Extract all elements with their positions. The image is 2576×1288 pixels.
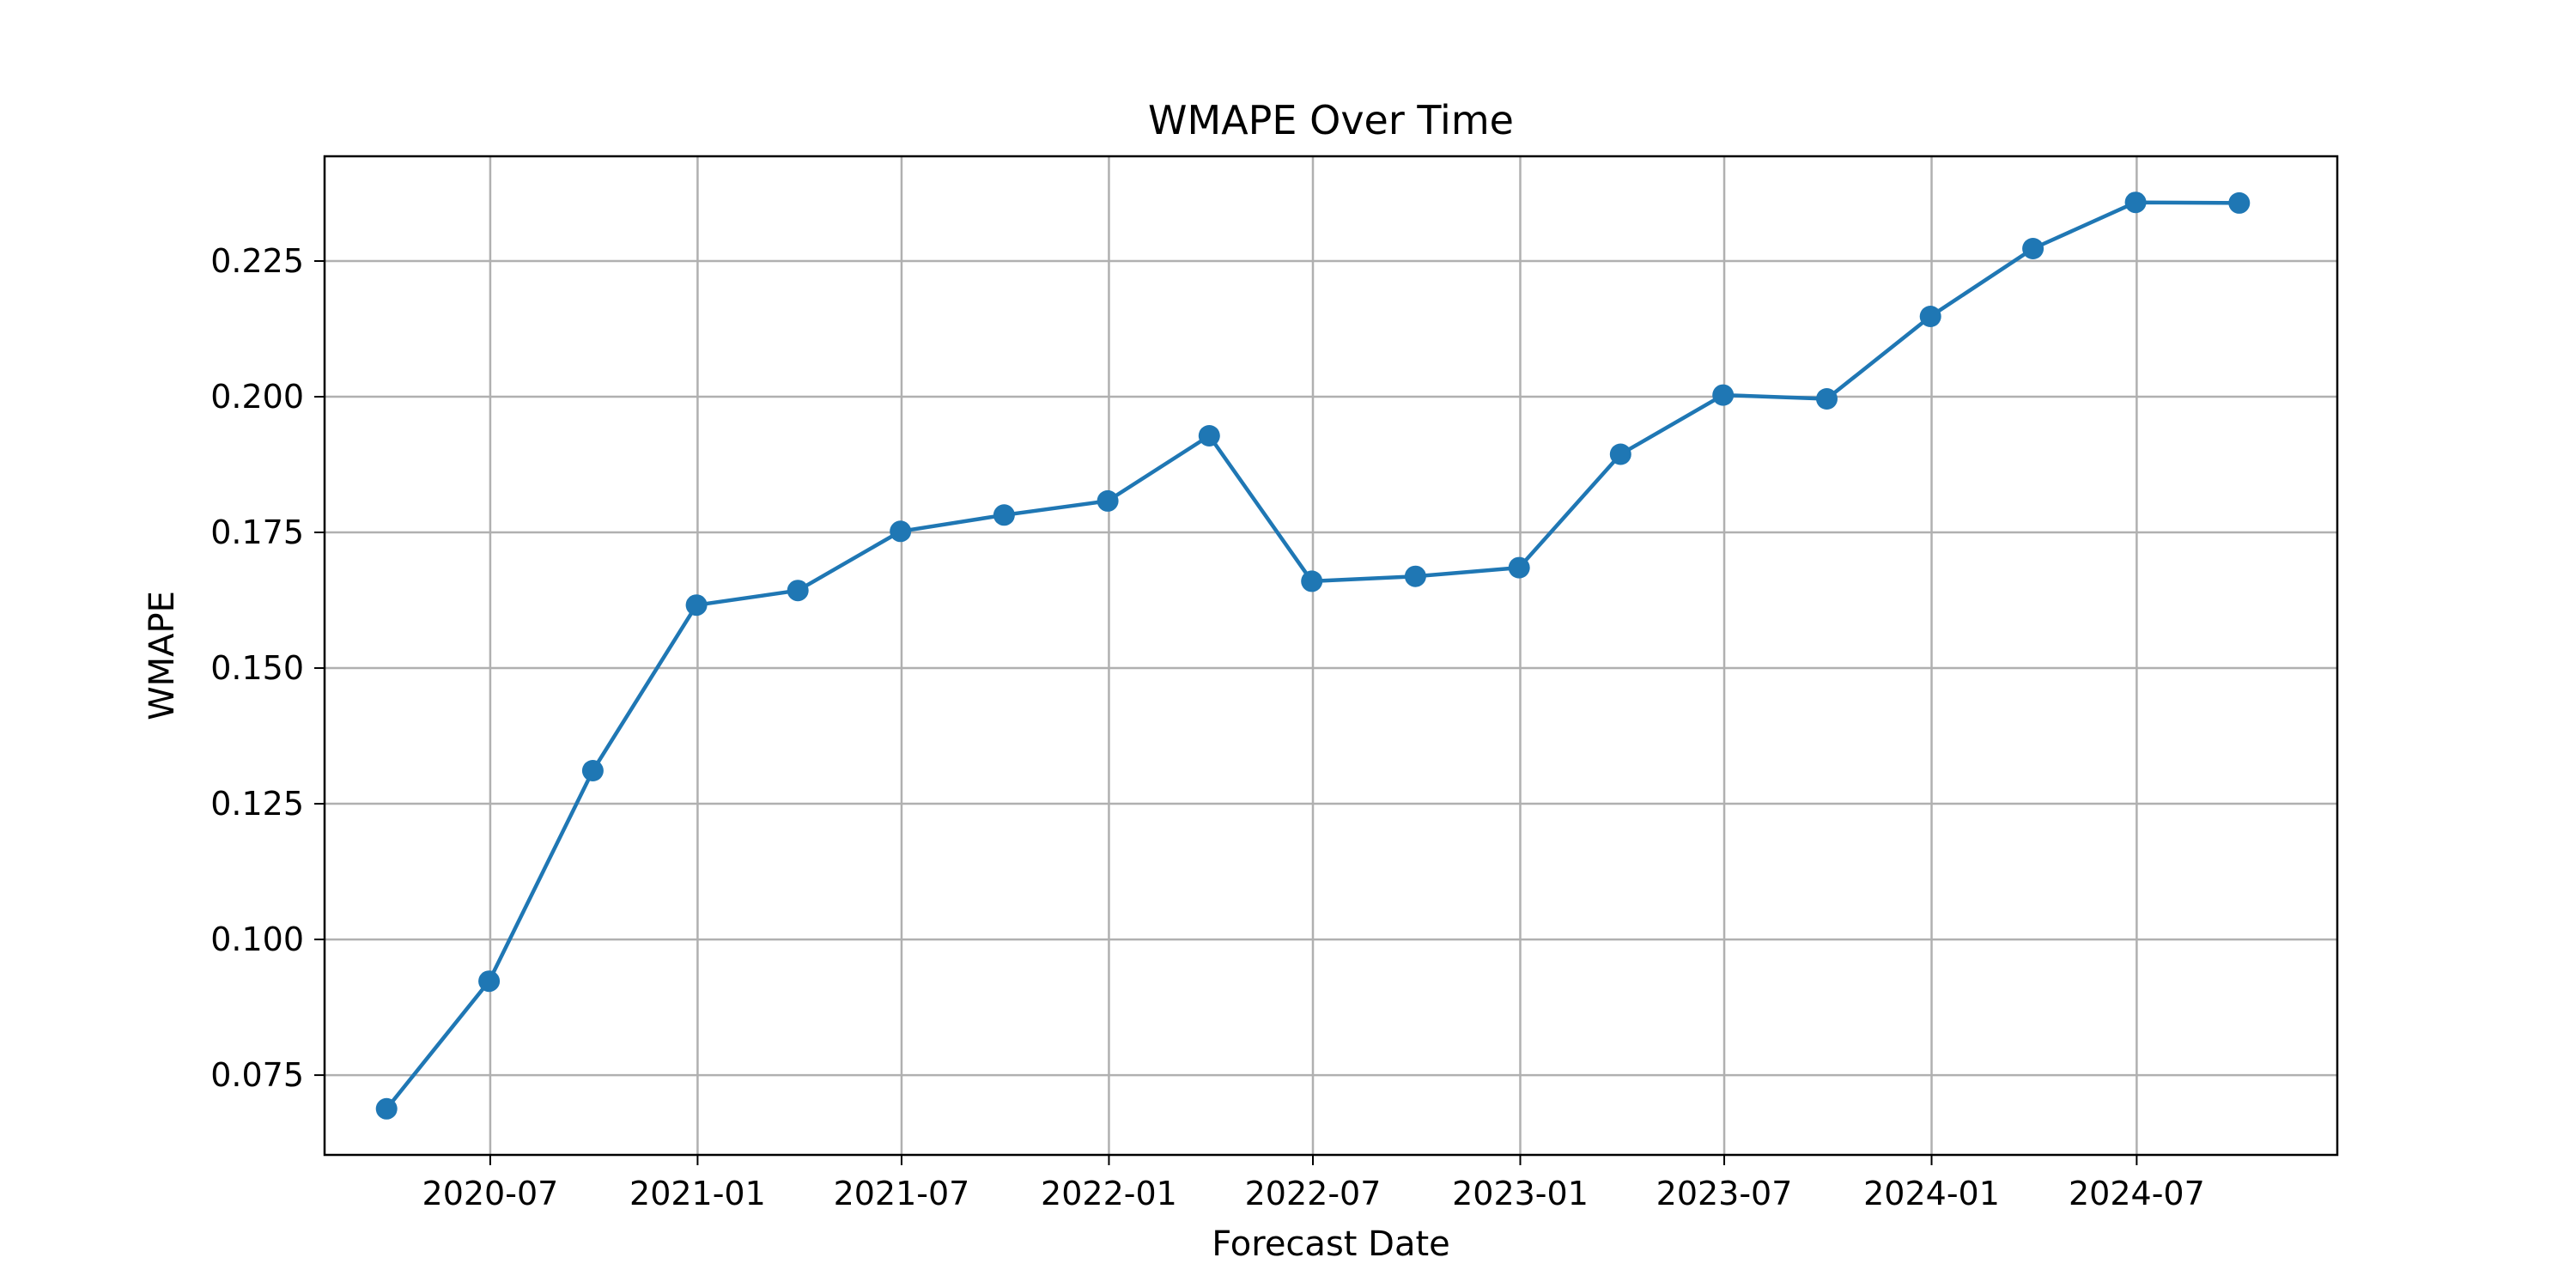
- chart-title: WMAPE Over Time: [1148, 97, 1514, 143]
- data-point: [1919, 306, 1941, 327]
- data-point: [685, 594, 708, 617]
- data-point: [1301, 570, 1323, 592]
- data-point: [1609, 443, 1631, 465]
- data-point: [581, 760, 604, 781]
- y-axis-label: WMAPE: [143, 591, 182, 720]
- x-tick-label: 2023-07: [1656, 1175, 1793, 1212]
- x-tick-label: 2024-01: [1863, 1175, 2000, 1212]
- y-tick-label: 0.100: [210, 920, 304, 958]
- data-point: [787, 580, 809, 602]
- data-point: [1404, 565, 1426, 587]
- y-tick-label: 0.075: [210, 1056, 304, 1094]
- axis-layer: 2020-07 2021-01 2021-07 2022-01 2022-07 2023-…: [210, 242, 2205, 1212]
- data-point: [1816, 388, 1838, 410]
- data-point: [2228, 191, 2251, 214]
- x-tick-label: 2021-07: [834, 1175, 970, 1212]
- y-tick-label: 0.200: [210, 378, 304, 416]
- data-point: [993, 504, 1015, 526]
- data-point: [478, 970, 501, 993]
- x-tick-label: 2022-01: [1041, 1175, 1177, 1212]
- y-tick-label: 0.150: [210, 649, 304, 687]
- x-tick-label: 2023-01: [1452, 1175, 1589, 1212]
- plot-area-frame: [323, 155, 2339, 1157]
- data-point: [1712, 384, 1735, 406]
- x-tick-label: 2024-07: [2069, 1175, 2205, 1212]
- data-point: [2124, 191, 2147, 214]
- x-tick-label: 2020-07: [422, 1175, 559, 1212]
- series-layer: [375, 191, 2251, 1120]
- data-point: [1097, 489, 1119, 512]
- data-point: [2022, 238, 2044, 259]
- x-tick-label: 2022-07: [1245, 1175, 1382, 1212]
- y-tick-label: 0.175: [210, 513, 304, 551]
- data-point: [1508, 556, 1530, 579]
- grid-layer: [325, 156, 2337, 1155]
- y-tick-label: 0.125: [210, 785, 304, 823]
- data-point: [375, 1097, 398, 1120]
- y-tick-label: 0.225: [210, 242, 304, 280]
- data-point: [1198, 425, 1220, 447]
- data-point: [890, 520, 912, 543]
- x-tick-label: 2021-01: [629, 1175, 766, 1212]
- x-axis-label: Forecast Date: [1212, 1224, 1450, 1264]
